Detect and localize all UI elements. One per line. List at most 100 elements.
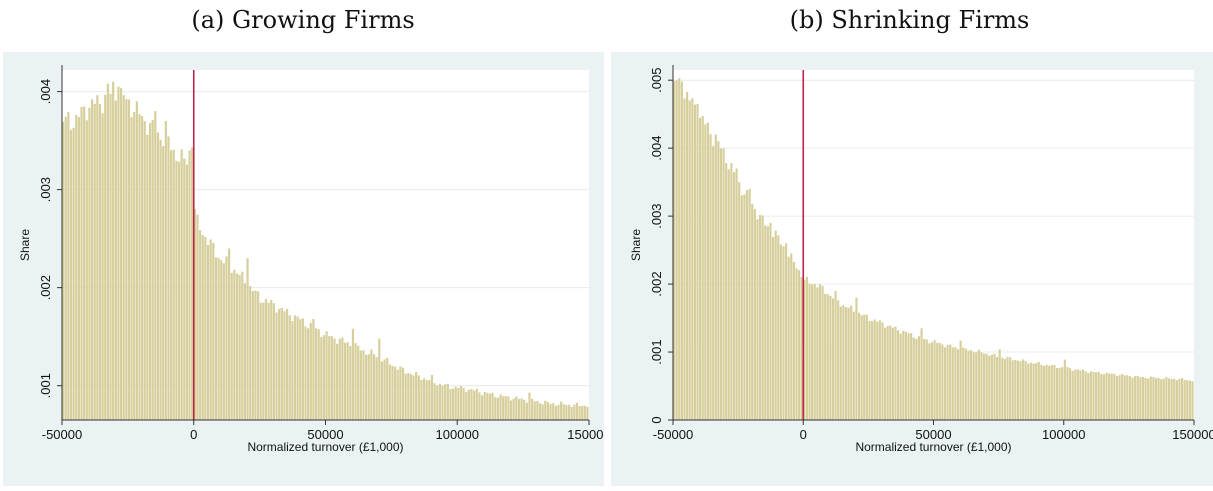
histogram-bar: [473, 390, 476, 420]
histogram-bar: [459, 386, 463, 420]
y-axis-label: Share: [18, 229, 32, 261]
histogram-bar: [1131, 377, 1134, 420]
histogram-bar: [438, 383, 441, 420]
histogram-bar: [586, 406, 589, 420]
histogram-bar: [528, 392, 531, 420]
histogram-bar: [844, 307, 848, 420]
histogram-bar: [83, 106, 86, 421]
histogram-bar: [317, 329, 320, 420]
histogram-bar: [509, 400, 513, 420]
histogram-bar: [686, 91, 689, 420]
histogram-bar: [1136, 375, 1139, 420]
histogram-bar: [465, 392, 468, 420]
histogram-bar: [565, 405, 568, 420]
histogram-bar: [769, 222, 772, 420]
histogram-bar: [956, 349, 960, 420]
histogram-bar: [341, 337, 344, 420]
histogram-bar: [209, 239, 212, 420]
histogram-bar: [259, 302, 262, 420]
histogram-bar: [354, 343, 357, 420]
bars: [673, 78, 1194, 421]
histogram-bar: [1014, 359, 1017, 420]
histogram-bar: [829, 295, 832, 420]
histogram-bar: [897, 330, 900, 420]
histogram-bar: [678, 78, 681, 420]
histogram-bar: [301, 318, 304, 420]
histogram-bar: [288, 315, 291, 420]
histogram-bar: [222, 263, 225, 420]
histogram-bar: [75, 115, 78, 420]
histogram-bar: [570, 407, 573, 420]
histogram-bar: [299, 319, 302, 420]
histogram-bar: [967, 350, 970, 420]
histogram-bar: [764, 225, 767, 420]
histogram-bar: [293, 315, 297, 420]
histogram-bar: [1045, 364, 1048, 420]
histogram-bar: [117, 86, 120, 420]
histogram-bar: [920, 328, 923, 420]
histogram-bar: [296, 316, 299, 420]
histogram-bar: [470, 389, 473, 420]
histogram-bar: [1027, 363, 1030, 420]
histogram-bar: [774, 230, 777, 420]
histogram-bar: [170, 150, 173, 420]
histogram-bar: [850, 305, 853, 420]
histogram-bar: [839, 306, 842, 420]
histogram-bar: [343, 342, 347, 420]
histogram-bar: [483, 391, 486, 420]
x-tick-label: 50000: [307, 427, 343, 442]
histogram-bar: [228, 248, 231, 420]
histogram-bar: [507, 396, 510, 420]
histogram-bar: [834, 290, 837, 420]
histogram-bar: [496, 397, 499, 420]
histogram-bar: [930, 342, 934, 420]
histogram-bar: [235, 273, 239, 420]
histogram-bar: [159, 139, 162, 420]
histogram-bar: [1165, 377, 1168, 420]
histogram-bar: [575, 402, 579, 420]
histogram-bar: [1178, 378, 1181, 420]
histogram-bar: [407, 373, 410, 420]
histogram-bar: [409, 374, 413, 420]
histogram-bar: [583, 405, 586, 420]
histogram-bar: [1183, 380, 1186, 420]
histogram-bar: [262, 302, 265, 420]
histogram-bar: [688, 100, 691, 420]
histogram-bar: [675, 80, 678, 420]
histogram-bar: [1121, 374, 1124, 420]
histogram-bar: [706, 122, 710, 420]
histogram-bar: [446, 383, 449, 420]
histogram-bar: [1102, 374, 1105, 420]
histogram-bar: [1113, 373, 1116, 420]
histogram-bar: [996, 357, 999, 420]
histogram-bar: [821, 285, 824, 420]
histogram-bar: [241, 271, 244, 420]
histogram-bar: [870, 321, 874, 420]
histogram-bar: [322, 335, 326, 420]
histogram-bar: [557, 404, 560, 420]
histogram-bar: [1022, 359, 1025, 420]
histogram-bar: [865, 314, 868, 420]
x-axis-label: Normalized turnover (£1,000): [247, 440, 403, 454]
histogram-bar: [1081, 369, 1085, 420]
histogram-bar: [359, 350, 362, 420]
histogram-bar: [1019, 361, 1022, 420]
histogram-bar: [425, 380, 428, 420]
histogram-bar: [915, 338, 918, 420]
histogram-bar: [138, 114, 141, 420]
histogram-bar: [370, 349, 373, 420]
y-tick-label: 0: [649, 416, 664, 423]
histogram-bar: [346, 342, 349, 420]
histogram-bar: [816, 287, 819, 420]
histogram-bar: [336, 343, 339, 420]
caption-growing-firms: (a) Growing Firms: [191, 6, 415, 34]
histogram-bar: [1042, 365, 1046, 420]
histogram-bar: [573, 404, 576, 420]
y-tick-label: .003: [649, 203, 664, 228]
histogram-bar: [567, 404, 571, 420]
histogram-bar: [109, 93, 112, 421]
bars: [62, 81, 589, 421]
histogram-bar: [876, 321, 879, 420]
histogram-bar: [993, 353, 996, 420]
histogram-bar: [67, 112, 70, 420]
